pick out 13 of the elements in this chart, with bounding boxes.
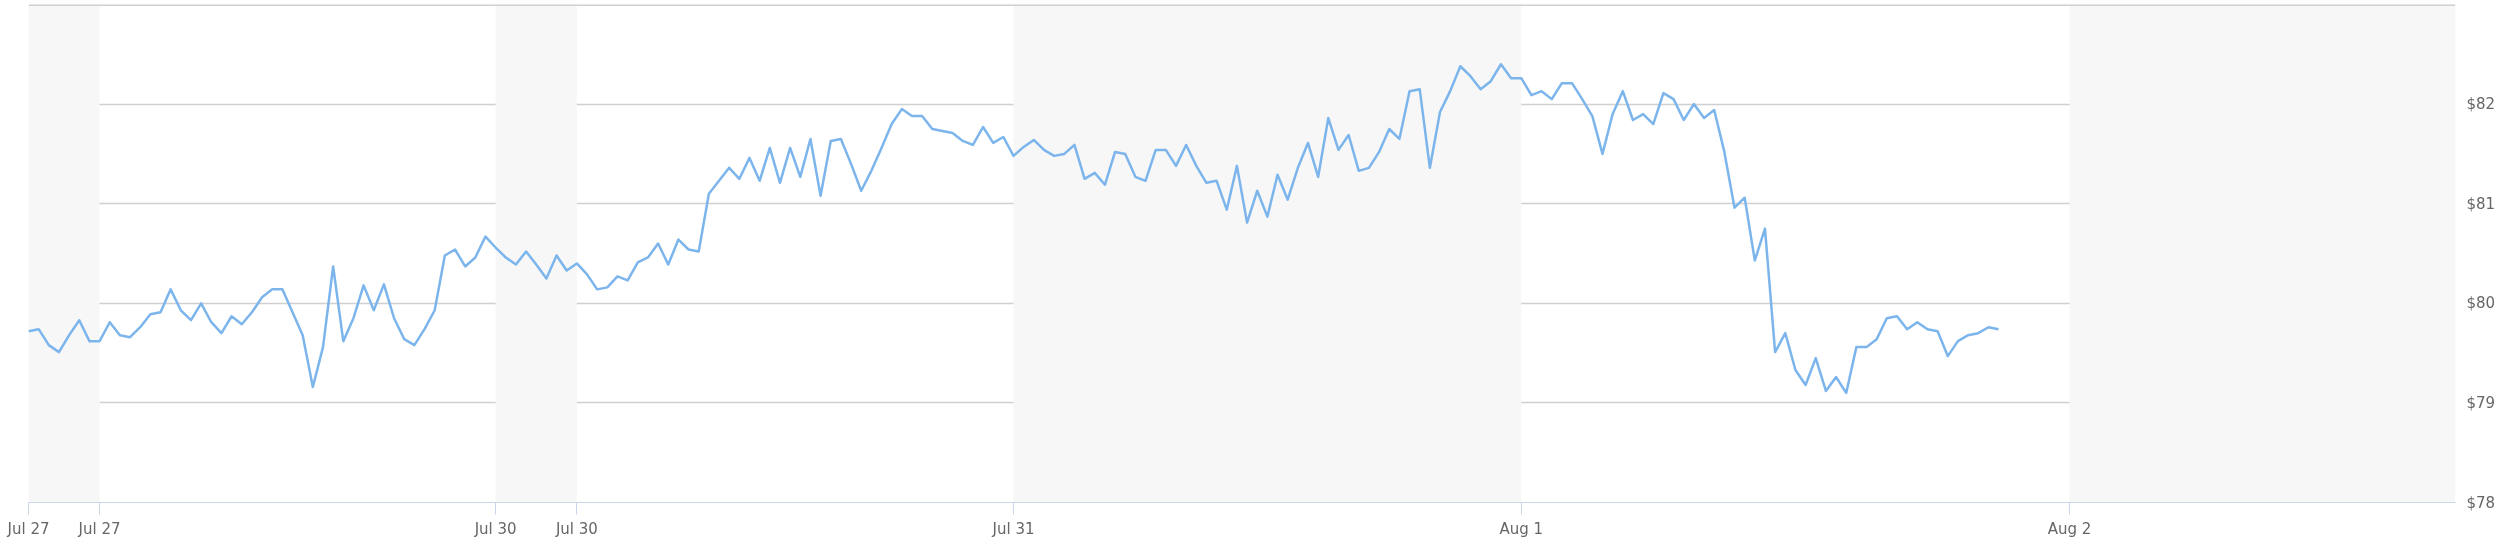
y-tick-label: $78 (2466, 493, 2496, 512)
line-series (28, 63, 2000, 395)
x-tick-label: Jul 27 (77, 519, 121, 538)
x-tick-label: Jul 30 (554, 519, 598, 538)
x-tick-label: Aug 2 (2047, 519, 2092, 538)
y-tick-label: $80 (2466, 294, 2496, 313)
y-tick-label: $79 (2466, 393, 2496, 412)
y-tick-label: $82 (2466, 95, 2496, 114)
x-tick-label: Jul 30 (473, 519, 517, 538)
x-tick-label: Aug 1 (1499, 519, 1544, 538)
y-tick-label: $81 (2466, 194, 2496, 213)
x-tick-label: Jul 31 (991, 519, 1035, 538)
x-tick-label: Jul 27 (6, 519, 50, 538)
